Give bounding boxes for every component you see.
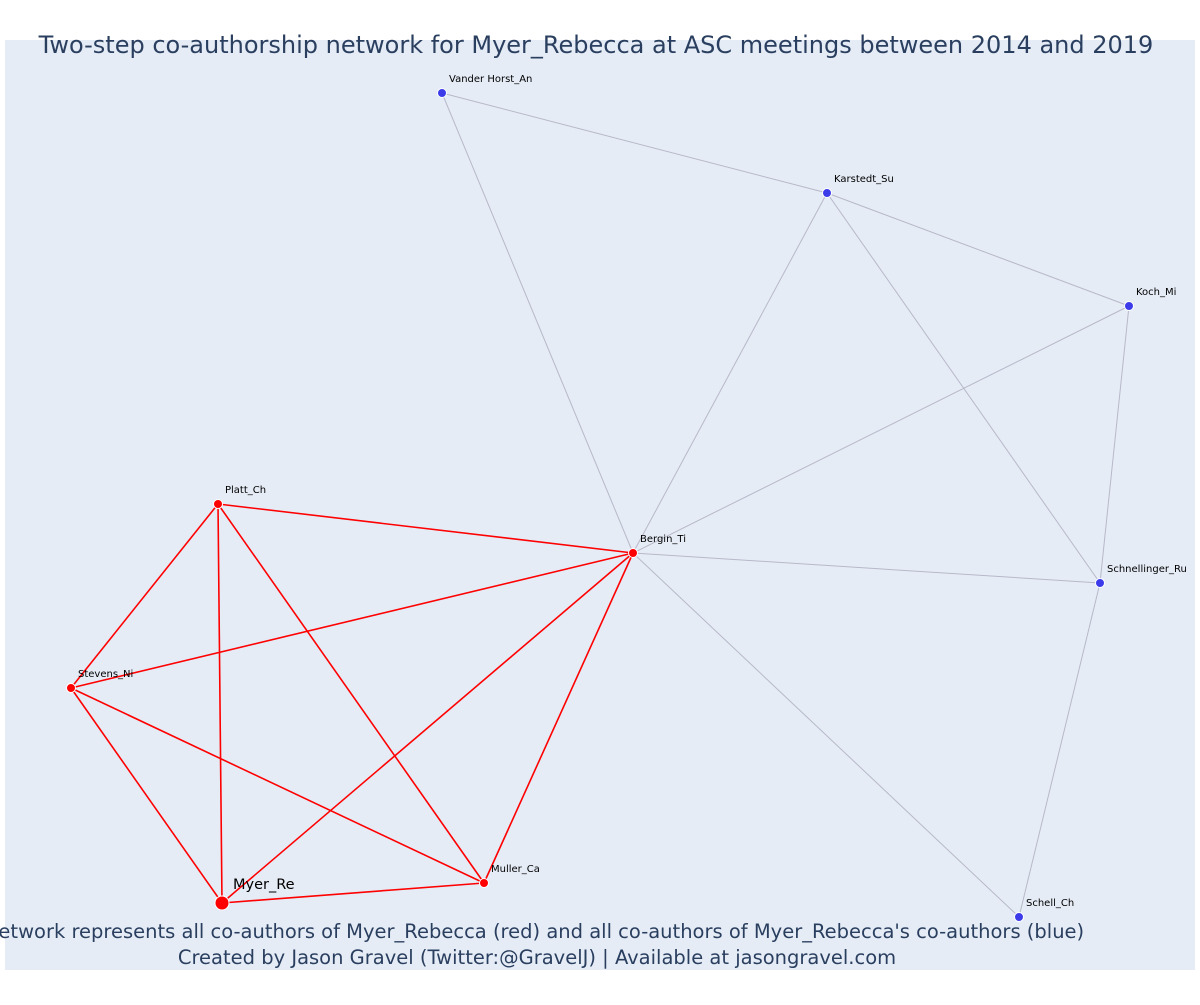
labels-layer: Myer_Re Platt_Ch Stevens_Ni Muller_Ca Bergin… — [78, 74, 1187, 909]
node-schnellinger-ru[interactable] — [1095, 578, 1105, 588]
node-label-myer-re: Myer_Re — [233, 877, 295, 893]
nodes-layer — [66, 88, 1134, 922]
node-muller-ca[interactable] — [479, 878, 489, 888]
node-label-muller-ca: Muller_Ca — [491, 864, 540, 875]
edge-vander-horst-an-bergin-ti — [441, 92, 634, 554]
footer-line-2: Created by Jason Gravel (Twitter:@Gravel… — [178, 946, 896, 969]
edge-platt-ch-stevens-ni — [70, 503, 219, 689]
node-label-schnellinger-ru: Schnellinger_Ru — [1107, 564, 1187, 575]
edge-koch-mi-schnellinger-ru — [1099, 305, 1130, 584]
edge-stevens-ni-muller-ca — [70, 687, 485, 884]
footer-line-1: Network represents all co-authors of Mye… — [0, 920, 1084, 943]
node-koch-mi[interactable] — [1124, 301, 1134, 311]
edge-platt-ch-bergin-ti — [217, 503, 634, 554]
chart-title: Two-step co-authorship network for Myer_… — [38, 31, 1154, 59]
edge-myer-re-bergin-ti — [221, 552, 634, 904]
node-bergin-ti[interactable] — [628, 548, 638, 558]
node-label-stevens-ni: Stevens_Ni — [78, 669, 133, 680]
node-vander-horst-an[interactable] — [437, 88, 447, 98]
edge-platt-ch-muller-ca — [217, 503, 485, 884]
edge-stevens-ni-bergin-ti — [70, 552, 634, 689]
edge-schnellinger-ru-schell-ch — [1018, 582, 1101, 918]
node-label-bergin-ti: Bergin_Ti — [640, 534, 686, 545]
edge-myer-re-muller-ca — [221, 882, 485, 904]
edge-stevens-ni-myer-re — [70, 687, 223, 904]
edge-bergin-ti-schnellinger-ru — [632, 552, 1101, 584]
node-stevens-ni[interactable] — [66, 683, 76, 693]
edge-vander-horst-an-karstedt-su — [441, 92, 828, 194]
plot-background — [5, 40, 1195, 970]
node-label-koch-mi: Koch_Mi — [1136, 287, 1176, 298]
node-label-vander-horst-an: Vander Horst_An — [449, 74, 532, 85]
edge-muller-ca-bergin-ti — [483, 552, 634, 884]
node-karstedt-su[interactable] — [822, 188, 832, 198]
edge-karstedt-su-koch-mi — [826, 192, 1130, 307]
node-label-platt-ch: Platt_Ch — [225, 485, 266, 496]
edge-karstedt-su-bergin-ti — [632, 192, 828, 554]
edge-bergin-ti-schell-ch — [632, 552, 1020, 918]
node-label-schell-ch: Schell_Ch — [1026, 898, 1074, 909]
node-label-karstedt-su: Karstedt_Su — [834, 174, 894, 185]
node-platt-ch[interactable] — [213, 499, 223, 509]
edges-layer — [70, 92, 1130, 918]
edge-platt-ch-myer-re — [217, 503, 223, 904]
node-schell-ch[interactable] — [1014, 912, 1024, 922]
node-myer-re[interactable] — [214, 895, 230, 911]
edge-koch-mi-bergin-ti — [632, 305, 1130, 554]
